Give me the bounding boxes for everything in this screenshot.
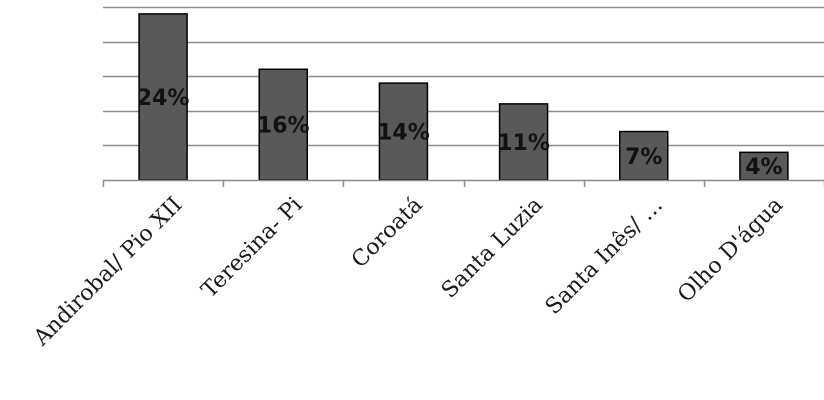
bar	[378, 82, 429, 181]
bars	[138, 13, 789, 181]
x-axis	[102, 179, 824, 187]
category-label: Santa Luzia	[437, 193, 548, 304]
category-label: Coroatá	[347, 193, 428, 274]
data-label: 16%	[257, 114, 310, 139]
category-label: Andirobal/ Pio XII	[28, 193, 187, 352]
category-labels: Andirobal/ Pio XII Teresina- Pi Coroatá San…	[28, 193, 788, 352]
category-label: Teresina- Pi	[197, 193, 308, 304]
data-label: 7%	[625, 145, 662, 170]
data-label: 11%	[497, 131, 550, 156]
bar	[138, 13, 188, 181]
data-label: 4%	[745, 155, 782, 180]
bar	[739, 151, 789, 181]
gridlines	[103, 6, 824, 147]
data-label: 24%	[137, 86, 190, 111]
bar	[619, 130, 669, 181]
category-label: Santa Inês/ …	[541, 193, 668, 320]
bar	[498, 103, 549, 181]
data-label: 14%	[377, 121, 430, 146]
category-label: Olho D'água	[673, 193, 788, 308]
data-labels: 24% 16% 14% 11% 7% 4%	[137, 86, 783, 180]
